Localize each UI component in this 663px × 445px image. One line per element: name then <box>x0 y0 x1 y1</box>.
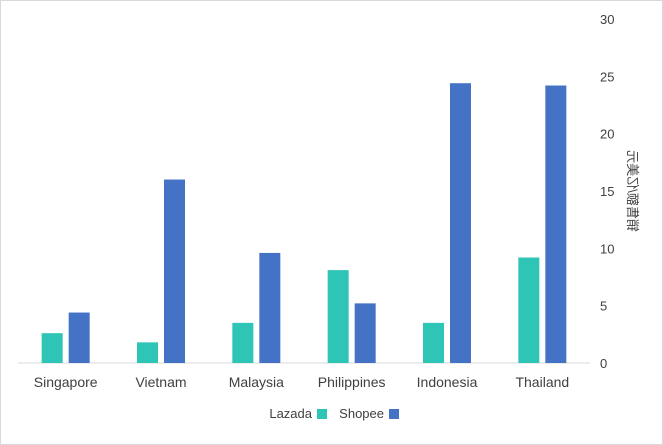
bar-shopee <box>354 303 376 363</box>
category-label: Indonesia <box>417 374 478 390</box>
category-label: Singapore <box>34 374 98 390</box>
y-tick-label: 30 <box>600 12 614 27</box>
y-tick-label: 0 <box>600 356 607 371</box>
y-tick-label: 20 <box>600 127 614 142</box>
legend-swatch <box>317 409 327 419</box>
y-tick-label: 25 <box>600 69 614 84</box>
legend-label: Lazada <box>269 406 312 421</box>
bar-lazada <box>327 270 349 363</box>
y-tick-label: 5 <box>600 299 607 314</box>
legend-label: Shopee <box>339 406 384 421</box>
y-tick-label: 15 <box>600 184 614 199</box>
bar-lazada <box>423 322 444 363</box>
category-label: Philippines <box>318 374 386 390</box>
bar-lazada <box>137 342 158 363</box>
bar-shopee <box>259 252 281 363</box>
bar-lazada <box>518 257 540 363</box>
category-label: Malaysia <box>229 374 284 390</box>
category-label: Vietnam <box>135 374 186 390</box>
bar-shopee <box>450 83 471 364</box>
bar-shopee <box>545 85 567 364</box>
bar-lazada <box>232 322 254 363</box>
legend-swatch <box>389 409 399 419</box>
y-axis-label: 销售额/亿美元 <box>625 150 640 232</box>
category-label: Thailand <box>515 374 569 390</box>
bar-lazada <box>41 333 63 363</box>
bar-shopee <box>164 179 185 363</box>
bar-shopee <box>68 312 90 363</box>
y-tick-label: 10 <box>600 241 614 256</box>
